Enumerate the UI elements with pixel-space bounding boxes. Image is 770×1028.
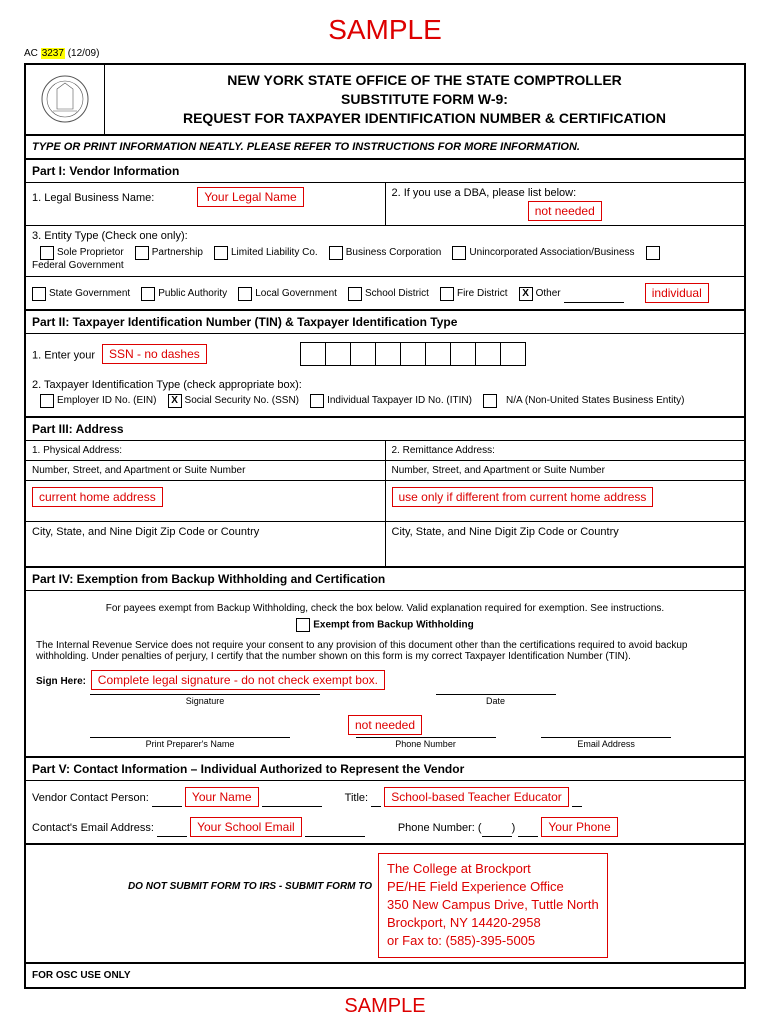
chk-unincorporated[interactable] bbox=[452, 246, 466, 260]
chk-sole-prop[interactable] bbox=[40, 246, 54, 260]
chk-public-auth[interactable] bbox=[141, 287, 155, 301]
chk-state-gov[interactable] bbox=[32, 287, 46, 301]
submit-address-note: The College at Brockport PE/HE Field Exp… bbox=[378, 853, 608, 958]
form-title: NEW YORK STATE OFFICE OF THE STATE COMPT… bbox=[105, 65, 744, 134]
tin-input-boxes[interactable] bbox=[300, 342, 526, 369]
signature-line[interactable]: Signature bbox=[90, 694, 320, 706]
chk-local-gov[interactable] bbox=[238, 287, 252, 301]
preparer-note: not needed bbox=[348, 715, 422, 735]
part3-header: Part III: Address bbox=[26, 418, 744, 441]
form-container: NEW YORK STATE OFFICE OF THE STATE COMPT… bbox=[24, 63, 746, 989]
physical-city-cell: City, State, and Nine Digit Zip Code or … bbox=[26, 522, 385, 566]
remittance-addr-note: use only if different from current home … bbox=[392, 487, 654, 507]
email-note: Your School Email bbox=[190, 817, 302, 837]
chk-ssn[interactable]: X bbox=[168, 394, 182, 408]
sign-note: Complete legal signature - do not check … bbox=[91, 670, 385, 690]
dba-note: not needed bbox=[528, 201, 602, 221]
chk-ein[interactable] bbox=[40, 394, 54, 408]
chk-exempt[interactable] bbox=[296, 618, 310, 632]
physical-addr-note: current home address bbox=[32, 487, 163, 507]
chk-other[interactable]: X bbox=[519, 287, 533, 301]
remittance-address-col: 2. Remittance Address: Number, Street, a… bbox=[385, 441, 745, 521]
tin-section: 1. Enter your SSN - no dashes 2. Taxpaye… bbox=[26, 334, 744, 418]
chk-na[interactable] bbox=[483, 394, 497, 408]
preparer-email-line[interactable]: Email Address bbox=[541, 737, 671, 749]
part1-header: Part I: Vendor Information bbox=[26, 160, 744, 183]
part4-header: Part IV: Exemption from Backup Withholdi… bbox=[26, 568, 744, 591]
sample-watermark-top: SAMPLE bbox=[24, 14, 746, 46]
chk-business-corp[interactable] bbox=[329, 246, 343, 260]
legal-name-cell: 1. Legal Business Name: Your Legal Name bbox=[26, 183, 385, 225]
entity-type-row2: State Government Public Authority Local … bbox=[26, 277, 744, 311]
vendor-contact-note: Your Name bbox=[185, 787, 259, 807]
chk-itin[interactable] bbox=[310, 394, 324, 408]
state-seal bbox=[26, 65, 105, 134]
remittance-city-cell: City, State, and Nine Digit Zip Code or … bbox=[385, 522, 745, 566]
chk-school-dist[interactable] bbox=[348, 287, 362, 301]
part5-header: Part V: Contact Information – Individual… bbox=[26, 758, 744, 781]
ssn-note: SSN - no dashes bbox=[102, 344, 207, 364]
preparer-phone-line[interactable]: Phone Number bbox=[356, 737, 496, 749]
dba-cell: 2. If you use a DBA, please list below: … bbox=[385, 183, 745, 225]
chk-llc[interactable] bbox=[214, 246, 228, 260]
sample-watermark-bottom: SAMPLE bbox=[24, 995, 746, 1018]
form-number: AC 3237 (12/09) bbox=[24, 48, 746, 59]
physical-address-col: 1. Physical Address: Number, Street, and… bbox=[26, 441, 385, 521]
submit-row: DO NOT SUBMIT FORM TO IRS - SUBMIT FORM … bbox=[26, 845, 744, 964]
date-line[interactable]: Date bbox=[436, 694, 556, 706]
legal-name-note: Your Legal Name bbox=[197, 187, 303, 207]
osc-use-only: FOR OSC USE ONLY bbox=[26, 964, 744, 987]
instruction-bar: TYPE OR PRINT INFORMATION NEATLY. PLEASE… bbox=[26, 136, 744, 160]
title-note: School-based Teacher Educator bbox=[384, 787, 569, 807]
chk-federal-gov[interactable] bbox=[646, 246, 660, 260]
phone-note: Your Phone bbox=[541, 817, 617, 837]
other-note: individual bbox=[645, 283, 709, 303]
part5-body: Vendor Contact Person: Your Name Title: … bbox=[26, 781, 744, 845]
entity-type-row1: 3. Entity Type (Check one only): Sole Pr… bbox=[26, 226, 744, 277]
chk-fire-dist[interactable] bbox=[440, 287, 454, 301]
chk-partnership[interactable] bbox=[135, 246, 149, 260]
part2-header: Part II: Taxpayer Identification Number … bbox=[26, 311, 744, 334]
preparer-name-line[interactable]: Print Preparer's Name bbox=[90, 737, 290, 749]
part4-body: For payees exempt from Backup Withholdin… bbox=[26, 591, 744, 758]
